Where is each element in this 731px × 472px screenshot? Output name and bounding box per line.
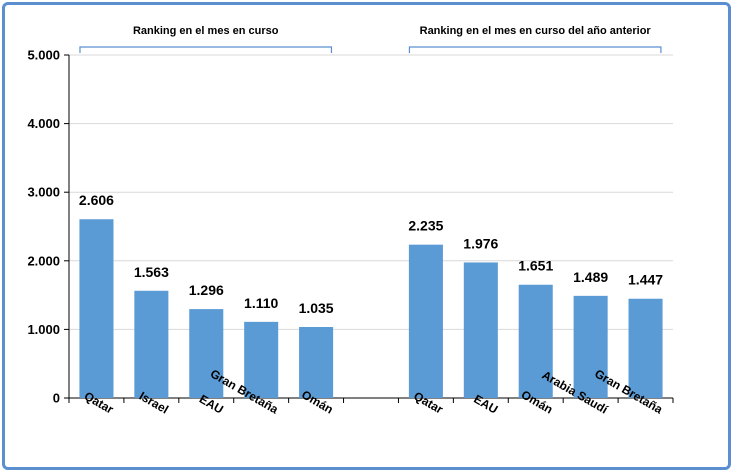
bar — [573, 295, 608, 398]
y-tick-label: 1.000 — [27, 322, 60, 337]
bar — [628, 298, 663, 398]
data-label: 2.235 — [408, 218, 443, 234]
data-label: 1.651 — [518, 258, 553, 274]
y-tick-label: 3.000 — [27, 185, 60, 200]
bar — [189, 309, 224, 398]
group-bracket — [408, 46, 662, 53]
bar — [463, 262, 498, 398]
group-bracket — [79, 46, 333, 53]
y-tick-label: 0 — [53, 391, 60, 406]
data-label: 1.110 — [244, 295, 278, 311]
bar — [134, 290, 169, 398]
y-tick-label: 2.000 — [27, 253, 60, 268]
bar — [518, 284, 553, 398]
data-label: 1.563 — [134, 264, 169, 280]
y-tick-label: 5.000 — [27, 48, 60, 63]
y-tick-label: 4.000 — [27, 116, 60, 131]
bar — [244, 321, 279, 398]
group-label: Ranking en el mes en curso — [133, 25, 279, 37]
group-label: Ranking en el mes en curso del año anter… — [420, 25, 652, 37]
data-label: 2.606 — [79, 192, 114, 208]
data-label: 1.489 — [573, 269, 608, 285]
data-label: 1.976 — [463, 235, 498, 251]
bar — [299, 326, 334, 398]
data-label: 1.447 — [628, 272, 663, 288]
data-label: 1.296 — [189, 282, 224, 298]
data-label: 1.035 — [299, 300, 334, 316]
bar — [79, 219, 114, 398]
bar — [408, 244, 443, 398]
